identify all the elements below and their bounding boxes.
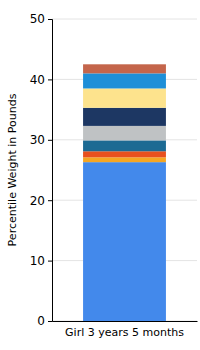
y-tick-mark [48,79,52,80]
x-tick: Girl 3 years 5 months [65,321,184,339]
bar-segment [83,151,166,157]
y-tick: 0 [37,314,52,328]
y-tick-mark [48,19,52,20]
bar-segment [83,162,166,321]
y-tick-mark [48,200,52,201]
grid [52,19,197,321]
bar-segment [83,140,166,151]
bar-segment [83,126,166,140]
y-tick: 40 [30,73,52,87]
y-axis: 0 10 20 30 40 50 [30,12,53,328]
y-tick: 20 [30,194,52,208]
y-tick-label: 20 [30,194,45,208]
bars [83,64,166,321]
y-tick-label: 50 [30,12,45,26]
y-axis-title: Percentile Weight in Pounds [6,93,19,246]
y-tick-label: 30 [30,133,45,147]
y-tick-label: 0 [37,314,45,328]
bar-segment [83,88,166,107]
y-tick-mark [48,321,52,322]
y-tick: 30 [30,133,52,147]
plot: 0 10 20 30 40 50 Girl 3 years 5 months [30,12,198,339]
x-tick-label: Girl 3 years 5 months [65,326,184,339]
y-tick-mark [48,140,52,141]
x-axis: Girl 3 years 5 months [53,321,198,339]
y-tick-label: 40 [30,73,45,87]
chart: 0 10 20 30 40 50 Girl 3 years 5 months Percenti… [0,0,200,350]
bar-segment [83,157,166,162]
bar-segment [83,64,166,73]
grid-line [52,19,197,20]
y-tick-mark [48,261,52,262]
x-axis-line [53,321,198,322]
y-axis-line [48,20,53,322]
y-tick: 50 [30,12,52,26]
bar-segment [83,73,166,88]
bar-segment [83,108,166,126]
y-tick-label: 10 [30,254,45,268]
y-tick: 10 [30,254,52,268]
